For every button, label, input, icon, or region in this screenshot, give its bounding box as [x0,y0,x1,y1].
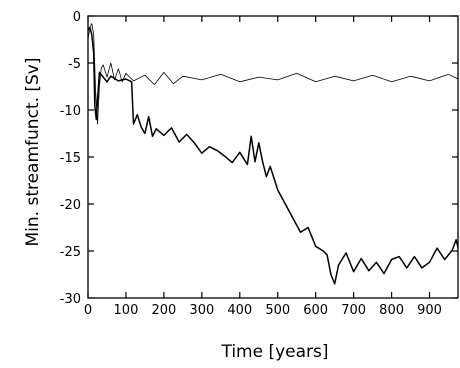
series-layer [87,23,459,285]
x-tick-label: 0 [84,303,92,318]
y-tick-label: -15 [60,151,81,166]
x-tick-label: 700 [341,303,366,318]
x-tick-label: 400 [227,303,252,318]
y-tick-label: -30 [60,292,81,307]
y-axis-ticks: 0 -5 -10 -15 -20 -25 -30 [60,10,458,307]
y-tick-label: -25 [60,245,81,260]
x-tick-label: 500 [265,303,290,318]
y-tick-label: -20 [60,198,81,213]
y-tick-label: 0 [73,10,81,25]
y-axis-label: Min. streamfunct. [Sv] [23,57,43,246]
plot-area [87,15,459,299]
x-tick-label: 600 [303,303,328,318]
y-tick-label: -10 [60,104,81,119]
x-axis-label: Time [years] [220,342,328,362]
x-axis-ticks: 0 100 200 300 400 500 600 700 800 900 [84,16,442,318]
x-tick-label: 100 [114,303,139,318]
x-tick-label: 800 [379,303,404,318]
series-line-2 [87,26,459,285]
plot-frame [87,15,459,299]
y-tick-label: -5 [68,57,81,72]
series-line-1 [87,23,459,125]
x-tick-label: 300 [189,303,214,318]
x-tick-label: 200 [151,303,176,318]
x-tick-label: 900 [417,303,442,318]
